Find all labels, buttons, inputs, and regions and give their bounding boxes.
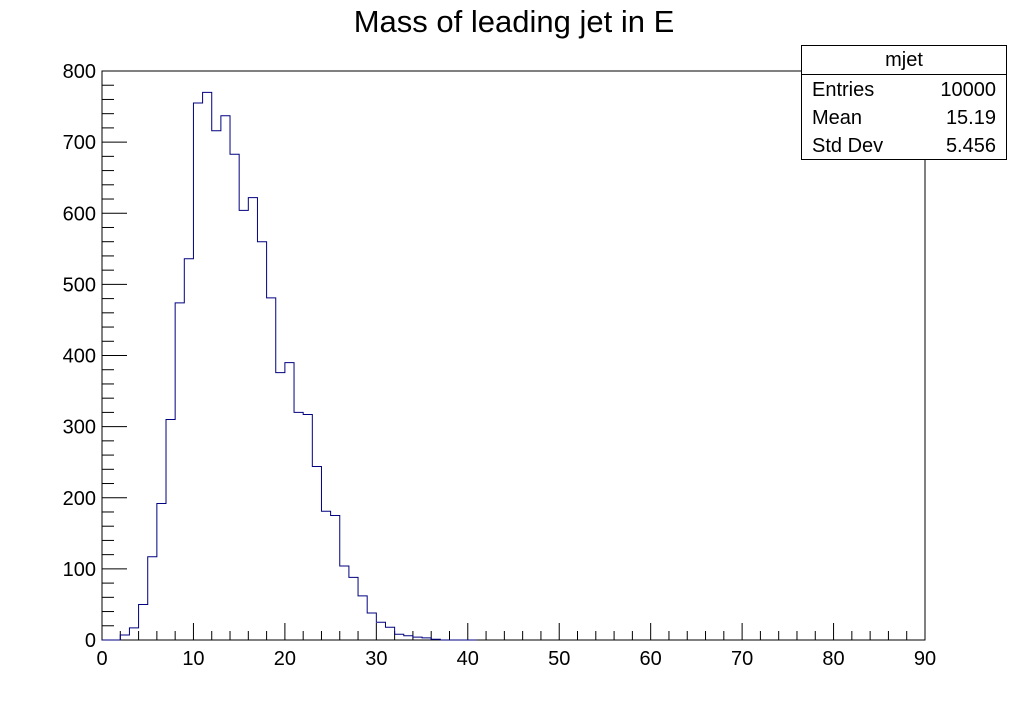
x-tick-label: 90	[914, 648, 936, 670]
y-tick-label: 200	[63, 488, 96, 510]
x-tick-label: 20	[274, 648, 296, 670]
stats-row-mean: Mean 15.19	[802, 103, 1006, 131]
stats-box: mjet Entries 10000 Mean 15.19 Std Dev 5.…	[801, 45, 1007, 160]
y-tick-label: 100	[63, 559, 96, 581]
chart-title: Mass of leading jet in E	[353, 4, 675, 39]
stats-label: Std Dev	[812, 135, 884, 157]
axis-tick-labels: 0 10 20 30 40 50 60 70 80 90 0 100 200 300 400 500 600 70…	[63, 61, 937, 670]
x-tick-label: 10	[182, 648, 204, 670]
x-tick-label: 80	[822, 648, 844, 670]
stats-box-name: mjet	[802, 46, 1006, 75]
stats-value: 10000	[940, 79, 996, 101]
y-tick-label: 800	[63, 61, 96, 83]
stats-value: 15.19	[945, 107, 996, 129]
y-tick-label: 0	[85, 630, 96, 652]
x-tick-label: 30	[365, 648, 387, 670]
axis-ticks	[101, 70, 926, 641]
stats-row-entries: Entries 10000	[802, 75, 1006, 103]
x-tick-label: 60	[640, 648, 662, 670]
stats-label: Entries	[812, 79, 875, 101]
y-tick-label: 400	[63, 346, 96, 368]
y-tick-label: 600	[63, 203, 96, 225]
x-tick-label: 70	[731, 648, 753, 670]
x-tick-label: 50	[548, 648, 570, 670]
stats-value: 5.456	[945, 135, 996, 157]
y-tick-label: 300	[63, 417, 96, 439]
x-tick-label: 40	[457, 648, 479, 670]
x-tick-label: 0	[96, 648, 107, 670]
y-tick-label: 700	[63, 132, 96, 154]
stats-label: Mean	[812, 107, 863, 129]
y-tick-label: 500	[63, 274, 96, 296]
histogram-line	[102, 91, 477, 641]
stats-row-stddev: Std Dev 5.456	[802, 131, 1006, 159]
